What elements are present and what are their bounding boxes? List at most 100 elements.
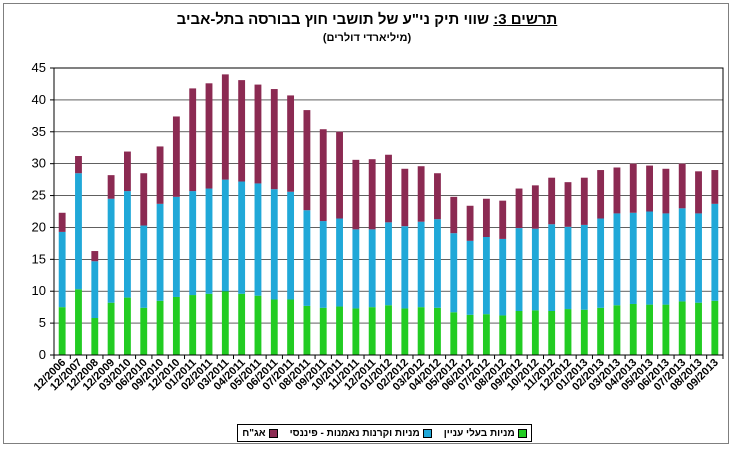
bar-segment-s0 — [515, 310, 523, 355]
bar-segment-s1 — [466, 240, 474, 315]
bar-segment-s0 — [548, 310, 556, 355]
bar-segment-s1 — [319, 221, 327, 308]
bar-segment-s2 — [678, 163, 686, 209]
bar-segment-s1 — [336, 218, 343, 307]
bar-segment-s0 — [597, 307, 605, 355]
bar-segment-s0 — [629, 303, 637, 355]
bar-segment-s2 — [319, 129, 327, 222]
bar-segment-s0 — [91, 318, 99, 355]
bar-segment-s0 — [205, 293, 213, 355]
bar-segment-s1 — [434, 219, 441, 308]
bar-segment-s0 — [319, 307, 327, 355]
bar-segment-s0 — [140, 307, 148, 355]
bar-segment-s1 — [58, 231, 66, 308]
y-tick-label: 40 — [32, 92, 46, 107]
bar-segment-s2 — [434, 173, 441, 220]
bar-segment-s2 — [613, 167, 621, 214]
legend-label-financial: מניות וקרנות נאמנות - פיננסי — [289, 427, 420, 439]
legend-swatch-stakeholders — [517, 428, 527, 438]
bar-segment-s1 — [613, 213, 621, 306]
bar-segment-s2 — [385, 154, 392, 223]
bar-segment-s0 — [466, 314, 474, 355]
bar-segment-s2 — [597, 170, 605, 219]
bar-segment-s0 — [450, 312, 458, 355]
bar-segment-s0 — [221, 291, 229, 355]
bar-segment-s0 — [434, 307, 441, 355]
bar-segment-s2 — [107, 175, 115, 199]
bar-segment-s0 — [58, 307, 66, 355]
bar-segment-s1 — [695, 213, 702, 303]
bar-segment-s2 — [238, 80, 246, 182]
bar-segment-s2 — [401, 168, 409, 227]
bar-segment-s2 — [287, 95, 295, 192]
y-tick-label: 30 — [32, 156, 46, 171]
bar-segment-s1 — [124, 191, 131, 298]
bar-segment-s2 — [270, 89, 278, 190]
bar-segment-s1 — [564, 226, 572, 310]
bar-segment-s2 — [254, 84, 262, 184]
bar-segment-s2 — [417, 166, 425, 222]
bar-segment-s0 — [336, 306, 343, 355]
bar-segment-s1 — [482, 237, 490, 315]
bar-segment-s1 — [303, 210, 311, 306]
bar-segment-s1 — [711, 203, 719, 301]
bar-segment-s0 — [499, 315, 507, 355]
legend-swatch-financial — [422, 428, 432, 438]
bar-segment-s2 — [466, 205, 474, 241]
y-tick-label: 10 — [32, 283, 46, 298]
bar-segment-s2 — [336, 131, 343, 219]
legend-item-financial: מניות וקרנות נאמנות - פיננסי — [290, 428, 432, 439]
bar-segment-s1 — [662, 213, 670, 305]
bar-segment-s0 — [401, 308, 409, 355]
bar-segment-s1 — [401, 226, 409, 309]
bar-segment-s0 — [385, 305, 392, 355]
chart-title-label: תרשים 3: — [493, 11, 558, 28]
bar-segment-s0 — [368, 307, 376, 355]
bar-segment-s0 — [580, 309, 588, 355]
bar-segment-s1 — [221, 179, 229, 292]
bar-segment-s2 — [564, 182, 572, 227]
bar-segment-s1 — [189, 191, 197, 296]
stacked-bar-chart: 05101520253035404512/200612/200712/20081… — [32, 60, 724, 393]
bar-segment-s0 — [287, 299, 295, 355]
y-tick-label: 25 — [32, 188, 46, 203]
bar-segment-s2 — [580, 177, 588, 225]
bar-segment-s0 — [75, 289, 82, 355]
bar-segment-s1 — [646, 211, 653, 305]
chart-subtitle: (מיליארדי דולרים) — [322, 32, 412, 44]
bar-segment-s2 — [156, 146, 164, 204]
bar-segment-s2 — [646, 165, 653, 212]
bar-segment-s0 — [352, 308, 360, 355]
bar-segment-s1 — [238, 181, 246, 294]
bar-segment-s2 — [91, 251, 99, 262]
bar-segment-s2 — [629, 163, 637, 213]
bar-segment-s0 — [172, 296, 180, 355]
bar-segment-s0 — [189, 295, 197, 355]
bar-segment-s0 — [303, 305, 311, 355]
bar-segment-s2 — [58, 212, 66, 232]
y-tick-label: 5 — [39, 315, 46, 330]
bar-segment-s0 — [695, 302, 702, 355]
bar-segment-s1 — [548, 224, 556, 311]
bar-segment-s2 — [515, 188, 523, 229]
bar-segment-s1 — [417, 221, 425, 308]
y-tick-label: 35 — [32, 124, 46, 139]
bar-segment-s0 — [124, 297, 131, 355]
bar-segment-s0 — [564, 309, 572, 355]
bar-segment-s0 — [531, 310, 539, 355]
bar-segment-s2 — [189, 88, 197, 192]
legend-swatch-bonds — [268, 428, 278, 438]
bar-segment-s1 — [140, 225, 148, 308]
bar-segment-s1 — [515, 228, 523, 311]
y-tick-label: 20 — [32, 219, 46, 234]
chart-legend: אג"ח מניות וקרנות נאמנות - פיננסי מניות … — [237, 424, 532, 442]
legend-item-bonds: אג"ח — [242, 428, 278, 439]
bar-segment-s1 — [450, 233, 458, 313]
bar-segment-s1 — [385, 222, 392, 306]
bar-segment-s2 — [368, 159, 376, 230]
bar-segment-s1 — [352, 229, 360, 309]
bar-segment-s0 — [270, 299, 278, 355]
bar-segment-s1 — [678, 208, 686, 302]
bar-segment-s1 — [499, 238, 507, 316]
bar-segment-s0 — [678, 301, 686, 355]
